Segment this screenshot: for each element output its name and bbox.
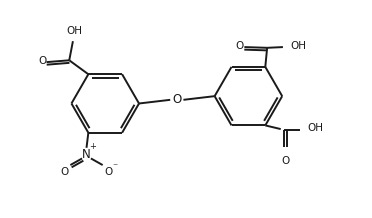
- Text: OH: OH: [290, 41, 306, 51]
- Text: O: O: [282, 155, 290, 165]
- Text: OH: OH: [67, 26, 83, 36]
- Text: O: O: [60, 167, 68, 177]
- Text: OH: OH: [308, 123, 324, 133]
- Text: O: O: [172, 93, 182, 106]
- Text: O: O: [235, 41, 243, 51]
- Text: N: N: [82, 148, 91, 160]
- Text: O: O: [105, 167, 113, 177]
- Text: ⁻: ⁻: [113, 162, 118, 172]
- Text: +: +: [89, 142, 96, 151]
- Text: O: O: [38, 56, 46, 66]
